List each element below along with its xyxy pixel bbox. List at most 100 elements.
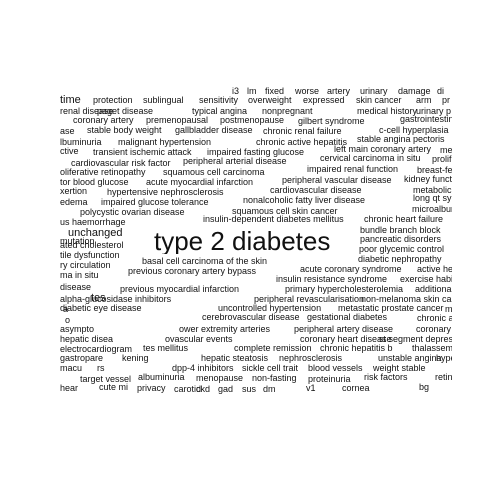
cloud-word: left main coronary artery (334, 144, 432, 154)
cloud-word: ase (60, 126, 75, 136)
cloud-word: coronary artery disease (416, 324, 452, 334)
cloud-word: chronic hepatitis b (320, 343, 393, 353)
cloud-word: gad (218, 384, 234, 394)
cloud-word: active he (417, 264, 452, 274)
cloud-word: tes mellitus (143, 343, 189, 353)
cloud-word: carotid (174, 384, 202, 394)
cloud-word: basal cell carcinoma of the skin (142, 256, 268, 266)
cloud-word: i3 (232, 86, 240, 96)
cloud-word: metabolic contro (413, 185, 452, 195)
cloud-word: chronic renal failure (263, 126, 342, 136)
cloud-word: urinary p (416, 106, 452, 116)
cloud-word: kidney funct (404, 174, 452, 184)
cloud-word: acute myocardial infarction (146, 177, 254, 187)
cloud-word: uncontrolled hypertension (218, 303, 322, 313)
cloud-word: coronary heart disease (300, 334, 392, 344)
cloud-word: electrocardiogram (60, 344, 133, 354)
cloud-word: diabetic nephropathy (358, 254, 442, 264)
cloud-word: thalassemia minor (412, 343, 452, 353)
cloud-word: nonalcoholic fatty liver disease (243, 195, 366, 205)
cloud-word: privacy (137, 383, 166, 393)
cloud-word: coronary artery (73, 115, 134, 125)
cloud-word: gallbladder disease (175, 125, 253, 135)
cloud-word: blood vessels (308, 363, 363, 373)
cloud-word: target vessel (80, 374, 132, 384)
cloud-word: complete remission (234, 343, 312, 353)
cloud-word: breast-fe (417, 165, 452, 175)
cloud-word: albuminuria (138, 372, 185, 382)
cloud-word: ovascular events (165, 334, 233, 344)
cloud-word: peripheral revascularisation (254, 294, 365, 304)
cloud-word: a (63, 304, 69, 314)
cloud-word: hyperthyroidism (436, 353, 452, 363)
cloud-word: renal disease (60, 106, 114, 116)
cloud-word: non-fasting (252, 373, 297, 383)
cloud-word: expressed (303, 95, 345, 105)
cloud-word: cute mi (99, 382, 129, 392)
cloud-word: unstable angina (378, 353, 442, 363)
cloud-word: stable angina pectoris (357, 134, 445, 144)
cloud-word: typical angina (192, 106, 248, 116)
cloud-word: skin cancer (356, 95, 402, 105)
cloud-word: time (60, 94, 81, 106)
cloud-word: proteinuria (308, 374, 351, 384)
cloud-word: hepatic disea (60, 334, 114, 344)
cloud-word: alpha-glucosidase inhibitors (60, 294, 172, 304)
cloud-word: gilbert syndrome (298, 116, 365, 126)
cloud-word: postmenopause (220, 115, 285, 125)
cloud-word: peripheral arterial disease (183, 156, 287, 166)
cloud-word: lbuminuria (60, 137, 102, 147)
cloud-word: sickle cell trait (242, 363, 299, 373)
cloud-word: hepatic steatosis (201, 353, 269, 363)
cloud-word: protection (93, 95, 133, 105)
cloud-word: xertion (60, 186, 88, 196)
cloud-word: retinopathy (435, 372, 452, 382)
cloud-word: ower extremity arteries (179, 324, 271, 334)
cloud-word: tile dysfunction (60, 250, 120, 260)
cloud-word: peripheral artery disease (294, 324, 394, 334)
cloud-word: fixed (265, 86, 285, 96)
cloud-word: impaired renal function (307, 164, 399, 174)
cloud-word: macu (60, 363, 83, 373)
cloud-word: asympto (60, 324, 95, 334)
cloud-word: risk factors (364, 372, 408, 382)
cloud-word: cervical carcinoma in situ (320, 153, 421, 163)
cloud-word: insulin-dependent diabetes mellitus (203, 214, 344, 224)
cloud-word: cardiovascular disease (270, 185, 362, 195)
cloud-word: disease (60, 282, 92, 292)
cloud-word: gestational diabetes (307, 312, 388, 322)
cloud-word: cornea (342, 383, 370, 393)
cloud-word: medical history (357, 106, 418, 116)
cloud-word: c-cell hyperplasia (379, 125, 449, 135)
cloud-word: sensitivity (199, 95, 239, 105)
cloud-word: nephrosclerosis (279, 353, 343, 363)
cloud-word: insulin resistance syndrome (276, 274, 388, 284)
cloud-word: ry circulation (60, 260, 111, 270)
cloud-word: bundle branch block (360, 225, 441, 235)
cloud-word: metastatic prostate cancer (338, 303, 444, 313)
cloud-word: di (437, 86, 445, 96)
cloud-word: chronic active hepatitis b (417, 313, 452, 323)
cloud-word: sus (242, 384, 257, 394)
cloud-word: peripheral vascular disease (282, 175, 392, 185)
cloud-word: ated cholesterol (60, 240, 124, 250)
cloud-word: kening (122, 353, 149, 363)
cloud-word: sublingual (143, 95, 184, 105)
cloud-word: additional therap (415, 284, 452, 294)
cloud-word: mutation (60, 236, 95, 246)
cloud-word: squamous cell carcinoma (163, 167, 265, 177)
cloud-word: me (440, 145, 452, 155)
cloud-word: arm (416, 95, 432, 105)
cloud-word: us haemorrhage (60, 217, 126, 227)
cloud-word: weight stable (373, 363, 426, 373)
cloud-word: edema (60, 197, 88, 207)
cloud-word: tes (91, 292, 106, 304)
cloud-word: squamous cell skin cancer (232, 206, 338, 216)
cloud-word: chronic heart failure (364, 214, 444, 224)
cloud-word: bg (419, 382, 430, 392)
cloud-word: dm (263, 384, 276, 394)
cloud-word: diabetic eye disease (60, 303, 142, 313)
cloud-word: paget disease (97, 106, 154, 116)
cloud-word: urinary (360, 86, 388, 96)
